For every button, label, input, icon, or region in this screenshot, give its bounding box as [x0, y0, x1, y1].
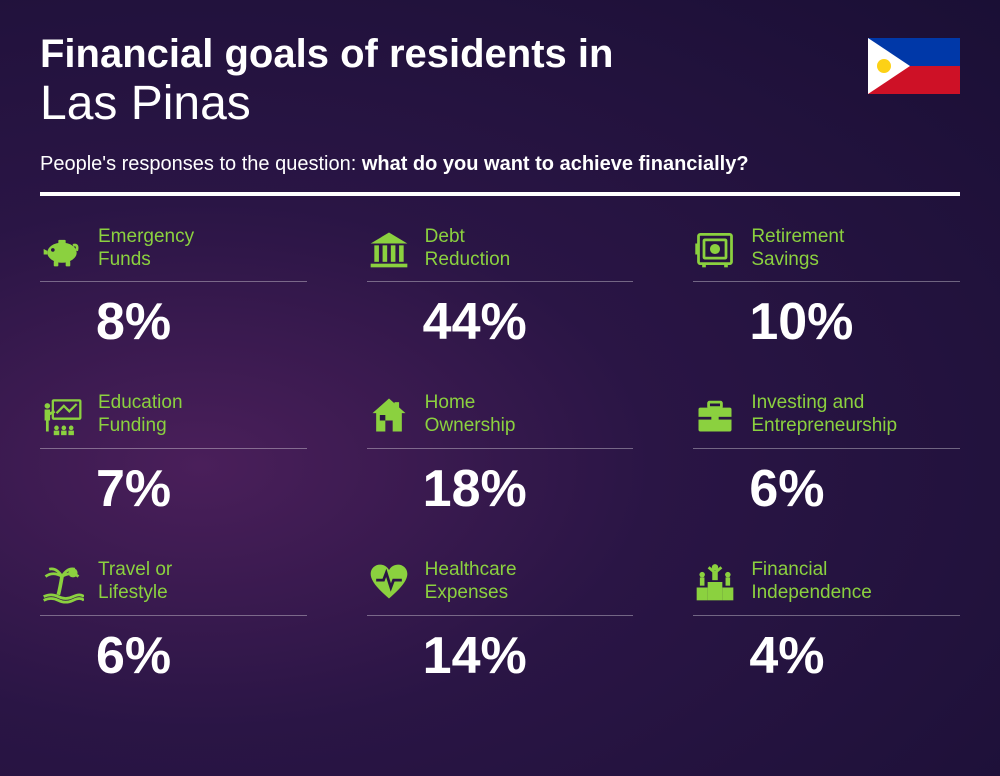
- stat-value: 6%: [693, 459, 960, 519]
- stat-value: 44%: [367, 292, 634, 352]
- subtitle-prefix: People's responses to the question:: [40, 153, 362, 175]
- stat-value: 8%: [40, 292, 307, 352]
- stat-label: HomeOwnership: [425, 392, 516, 438]
- stat-label: EmergencyFunds: [98, 226, 194, 272]
- stat-label: Travel orLifestyle: [98, 559, 172, 605]
- stat-label: Investing andEntrepreneurship: [751, 392, 897, 438]
- stat-debt-reduction: DebtReduction 44%: [367, 226, 634, 353]
- bank-icon: [367, 227, 411, 271]
- stat-investing-entrepreneurship: Investing andEntrepreneurship 6%: [693, 392, 960, 519]
- house-icon: [367, 393, 411, 437]
- presentation-icon: [40, 393, 84, 437]
- stat-value: 4%: [693, 626, 960, 686]
- title-line1: Financial goals of residents in: [40, 32, 868, 76]
- stat-retirement-savings: RetirementSavings 10%: [693, 226, 960, 353]
- subtitle-bold: what do you want to achieve financially?: [362, 153, 749, 175]
- palm-tree-icon: [40, 560, 84, 604]
- stat-label: FinancialIndependence: [751, 559, 871, 605]
- stat-label: HealthcareExpenses: [425, 559, 517, 605]
- stat-value: 14%: [367, 626, 634, 686]
- title-block: Financial goals of residents in Las Pina…: [40, 32, 868, 131]
- stat-education-funding: EducationFunding 7%: [40, 392, 307, 519]
- podium-icon: [693, 560, 737, 604]
- safe-icon: [693, 227, 737, 271]
- heart-pulse-icon: [367, 560, 411, 604]
- stat-label: DebtReduction: [425, 226, 511, 272]
- stat-travel-lifestyle: Travel orLifestyle 6%: [40, 559, 307, 686]
- header-row: Financial goals of residents in Las Pina…: [40, 32, 960, 131]
- stats-grid: EmergencyFunds 8% DebtReduction 44% Reti…: [40, 226, 960, 686]
- infographic-container: Financial goals of residents in Las Pina…: [0, 0, 1000, 718]
- stat-value: 7%: [40, 459, 307, 519]
- divider: [40, 192, 960, 196]
- philippines-flag-icon: [868, 38, 960, 94]
- stat-value: 10%: [693, 292, 960, 352]
- piggy-bank-icon: [40, 227, 84, 271]
- stat-value: 6%: [40, 626, 307, 686]
- stat-healthcare-expenses: HealthcareExpenses 14%: [367, 559, 634, 686]
- stat-home-ownership: HomeOwnership 18%: [367, 392, 634, 519]
- title-line2: Las Pinas: [40, 78, 868, 131]
- stat-value: 18%: [367, 459, 634, 519]
- stat-label: RetirementSavings: [751, 226, 844, 272]
- stat-emergency-funds: EmergencyFunds 8%: [40, 226, 307, 353]
- stat-financial-independence: FinancialIndependence 4%: [693, 559, 960, 686]
- stat-label: EducationFunding: [98, 392, 183, 438]
- briefcase-icon: [693, 393, 737, 437]
- subtitle: People's responses to the question: what…: [40, 153, 960, 176]
